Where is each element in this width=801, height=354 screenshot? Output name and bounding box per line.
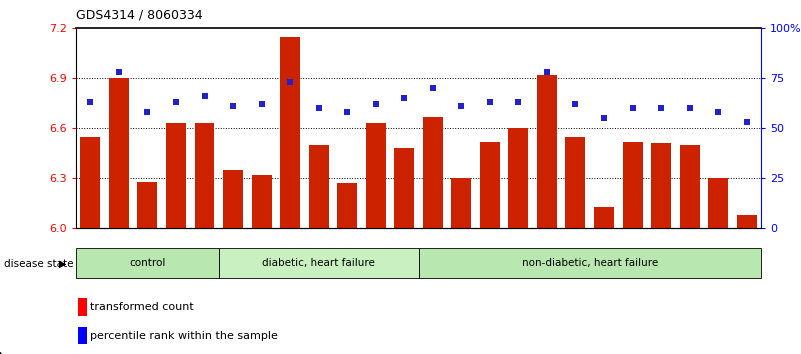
Point (198, 93, 211, 99)
Point (227, 103, 239, 109)
Bar (308, 145, 328, 228)
Point (284, 80, 296, 85)
Point (626, 105, 639, 111)
Point (426, 86, 439, 91)
Point (170, 99, 183, 105)
Bar (509, 129, 529, 228)
Point (455, 103, 468, 109)
Bar (138, 182, 158, 228)
Bar (423, 117, 443, 228)
Point (141, 109, 154, 115)
Text: transformed count: transformed count (90, 302, 194, 312)
Point (683, 105, 696, 111)
Point (654, 105, 667, 111)
Bar (223, 170, 243, 228)
Bar (166, 123, 186, 228)
Bar (76, 248, 219, 278)
Text: diabetic, heart failure: diabetic, heart failure (262, 258, 375, 268)
Bar (480, 142, 500, 228)
Bar (337, 183, 357, 228)
Bar (195, 123, 215, 228)
Bar (109, 78, 129, 228)
Point (598, 115, 610, 121)
Bar (78, 298, 87, 316)
Point (484, 99, 497, 105)
Bar (366, 123, 386, 228)
Point (256, 102, 268, 107)
Text: control: control (129, 258, 166, 268)
Bar (80, 137, 100, 228)
Bar (451, 178, 471, 228)
Bar (622, 142, 642, 228)
Bar (537, 75, 557, 228)
Text: disease state: disease state (4, 259, 74, 269)
Point (398, 96, 411, 101)
Bar (280, 37, 300, 228)
Bar (78, 327, 87, 344)
Bar (566, 137, 586, 228)
Bar (252, 175, 272, 228)
Bar (708, 178, 728, 228)
Point (312, 105, 325, 111)
Bar (594, 207, 614, 228)
Point (84, 99, 97, 105)
Bar (679, 145, 699, 228)
Text: ▶: ▶ (59, 259, 66, 269)
Point (541, 69, 553, 75)
Text: percentile rank within the sample: percentile rank within the sample (90, 331, 278, 341)
Bar (737, 215, 757, 228)
Text: GDS4314 / 8060334: GDS4314 / 8060334 (76, 9, 203, 22)
Point (340, 109, 353, 115)
Point (712, 109, 725, 115)
Point (369, 102, 382, 107)
Bar (418, 248, 761, 278)
Point (512, 99, 525, 105)
Bar (651, 143, 671, 228)
Bar (219, 248, 418, 278)
Point (112, 69, 125, 75)
Point (569, 102, 582, 107)
Point (740, 120, 753, 125)
Text: non-diabetic, heart failure: non-diabetic, heart failure (521, 258, 658, 268)
Bar (394, 148, 414, 228)
